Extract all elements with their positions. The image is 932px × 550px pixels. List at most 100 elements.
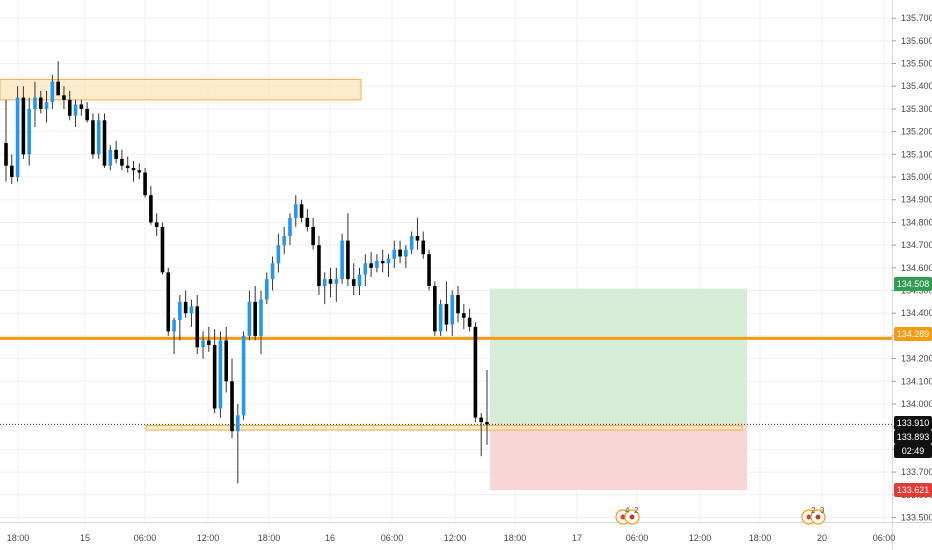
price-tick-label: 134.900 bbox=[901, 195, 932, 205]
candle-body bbox=[189, 306, 194, 314]
price-tick-label: 133.500 bbox=[901, 512, 932, 522]
price-tag-label: 134.289 bbox=[897, 329, 930, 339]
time-tick-label: 06:00 bbox=[381, 533, 404, 543]
candle-body bbox=[438, 304, 443, 332]
time-tick-label: 06:00 bbox=[873, 533, 896, 543]
price-tick-label: 135.000 bbox=[901, 172, 932, 182]
candle-body bbox=[120, 158, 124, 166]
candle-body bbox=[38, 97, 43, 109]
candle-body bbox=[172, 320, 176, 332]
candle-body bbox=[91, 120, 95, 155]
candle-body bbox=[183, 301, 188, 314]
position-target-zone[interactable] bbox=[490, 288, 747, 425]
event-count-label: 4 bbox=[625, 506, 630, 515]
price-tick-label: 134.000 bbox=[901, 399, 932, 409]
candle-body bbox=[178, 301, 182, 321]
event-count-label: 3 bbox=[820, 506, 825, 515]
candle-body bbox=[404, 249, 408, 257]
candle-body bbox=[56, 81, 60, 96]
candle-body bbox=[357, 274, 362, 286]
candle-body bbox=[247, 301, 252, 336]
price-tag-label: 134.508 bbox=[897, 279, 930, 289]
time-tick-label: 20 bbox=[817, 533, 827, 543]
candle-body bbox=[473, 326, 478, 418]
time-tick-label: 15 bbox=[80, 533, 90, 543]
candle-body bbox=[264, 279, 269, 300]
time-tick-label: 12:00 bbox=[689, 533, 712, 543]
candle-body bbox=[485, 422, 489, 425]
zones-layer bbox=[0, 78, 747, 490]
price-tag-red bbox=[894, 483, 932, 497]
price-tick-label: 135.700 bbox=[901, 13, 932, 23]
candle-body bbox=[160, 226, 165, 273]
supply-zone-rectangle[interactable] bbox=[0, 78, 362, 101]
candle-body bbox=[421, 240, 426, 255]
price-tick-label: 135.200 bbox=[901, 127, 932, 137]
candle-body bbox=[276, 245, 281, 264]
candle-body bbox=[450, 295, 455, 325]
candle-body bbox=[363, 263, 368, 275]
candle-body bbox=[351, 279, 356, 286]
candle-body bbox=[73, 104, 78, 116]
price-tick-label: 135.500 bbox=[901, 59, 932, 69]
price-tags: 134.508 134.289 133.910 133.893 02:49 133.621 bbox=[894, 277, 932, 497]
candle-body bbox=[27, 108, 31, 155]
candle-body bbox=[415, 236, 420, 241]
candle-body bbox=[299, 204, 304, 218]
price-tick-label: 133.700 bbox=[901, 467, 932, 477]
time-axis[interactable]: 18:00 15 06:00 12:00 18:00 16 06:00 12:00 18:00 1… bbox=[7, 533, 896, 543]
price-tick-label: 135.400 bbox=[901, 81, 932, 91]
candle-body bbox=[444, 304, 449, 325]
candle-body bbox=[334, 279, 339, 284]
candle-body bbox=[137, 170, 142, 173]
candle-body bbox=[328, 279, 333, 284]
candle-body bbox=[149, 195, 153, 223]
candle-body bbox=[201, 340, 205, 348]
candle-body bbox=[62, 95, 66, 100]
price-tick-label: 134.800 bbox=[901, 217, 932, 227]
time-tick-label: 18:00 bbox=[258, 533, 281, 543]
price-tag-label: 133.893 bbox=[897, 432, 930, 442]
candle-body bbox=[96, 120, 101, 155]
time-tick-label: 18:00 bbox=[7, 533, 30, 543]
price-tag-orange bbox=[894, 327, 932, 341]
price-tick-label: 135.300 bbox=[901, 104, 932, 114]
candle-body bbox=[462, 313, 466, 318]
candle-body bbox=[479, 417, 484, 423]
event-count-label: 2 bbox=[634, 506, 639, 515]
candle-body bbox=[311, 226, 315, 246]
candle-body bbox=[236, 415, 240, 432]
position-stop-zone[interactable] bbox=[490, 424, 747, 490]
candle-body bbox=[131, 167, 136, 171]
time-tick-label: 06:00 bbox=[134, 533, 157, 543]
candle-body bbox=[409, 236, 414, 250]
candle-body bbox=[154, 222, 159, 227]
candle-body bbox=[15, 97, 20, 178]
candle-body bbox=[33, 97, 37, 109]
price-tag-label: 133.910 bbox=[897, 418, 930, 428]
candle-body bbox=[467, 317, 472, 327]
price-tick-label: 134.400 bbox=[901, 308, 932, 318]
candle-body bbox=[322, 279, 327, 286]
candle-body bbox=[44, 102, 49, 109]
time-tick-label: 18:00 bbox=[749, 533, 772, 543]
candle-body bbox=[427, 254, 431, 286]
candle-body bbox=[282, 236, 286, 246]
candle-body bbox=[375, 261, 379, 268]
time-tick-label: 17 bbox=[572, 533, 582, 543]
candle-body bbox=[85, 108, 89, 121]
time-tick-label: 16 bbox=[325, 533, 335, 543]
candle-body bbox=[125, 165, 130, 168]
candle-body bbox=[369, 263, 373, 268]
candle-body bbox=[380, 261, 385, 264]
demand-zone-rectangle[interactable] bbox=[145, 425, 743, 431]
candle-body bbox=[21, 97, 26, 155]
candle-body bbox=[241, 335, 246, 416]
candle-body bbox=[195, 306, 200, 348]
candle-body bbox=[305, 217, 310, 227]
candle-body bbox=[212, 344, 217, 409]
